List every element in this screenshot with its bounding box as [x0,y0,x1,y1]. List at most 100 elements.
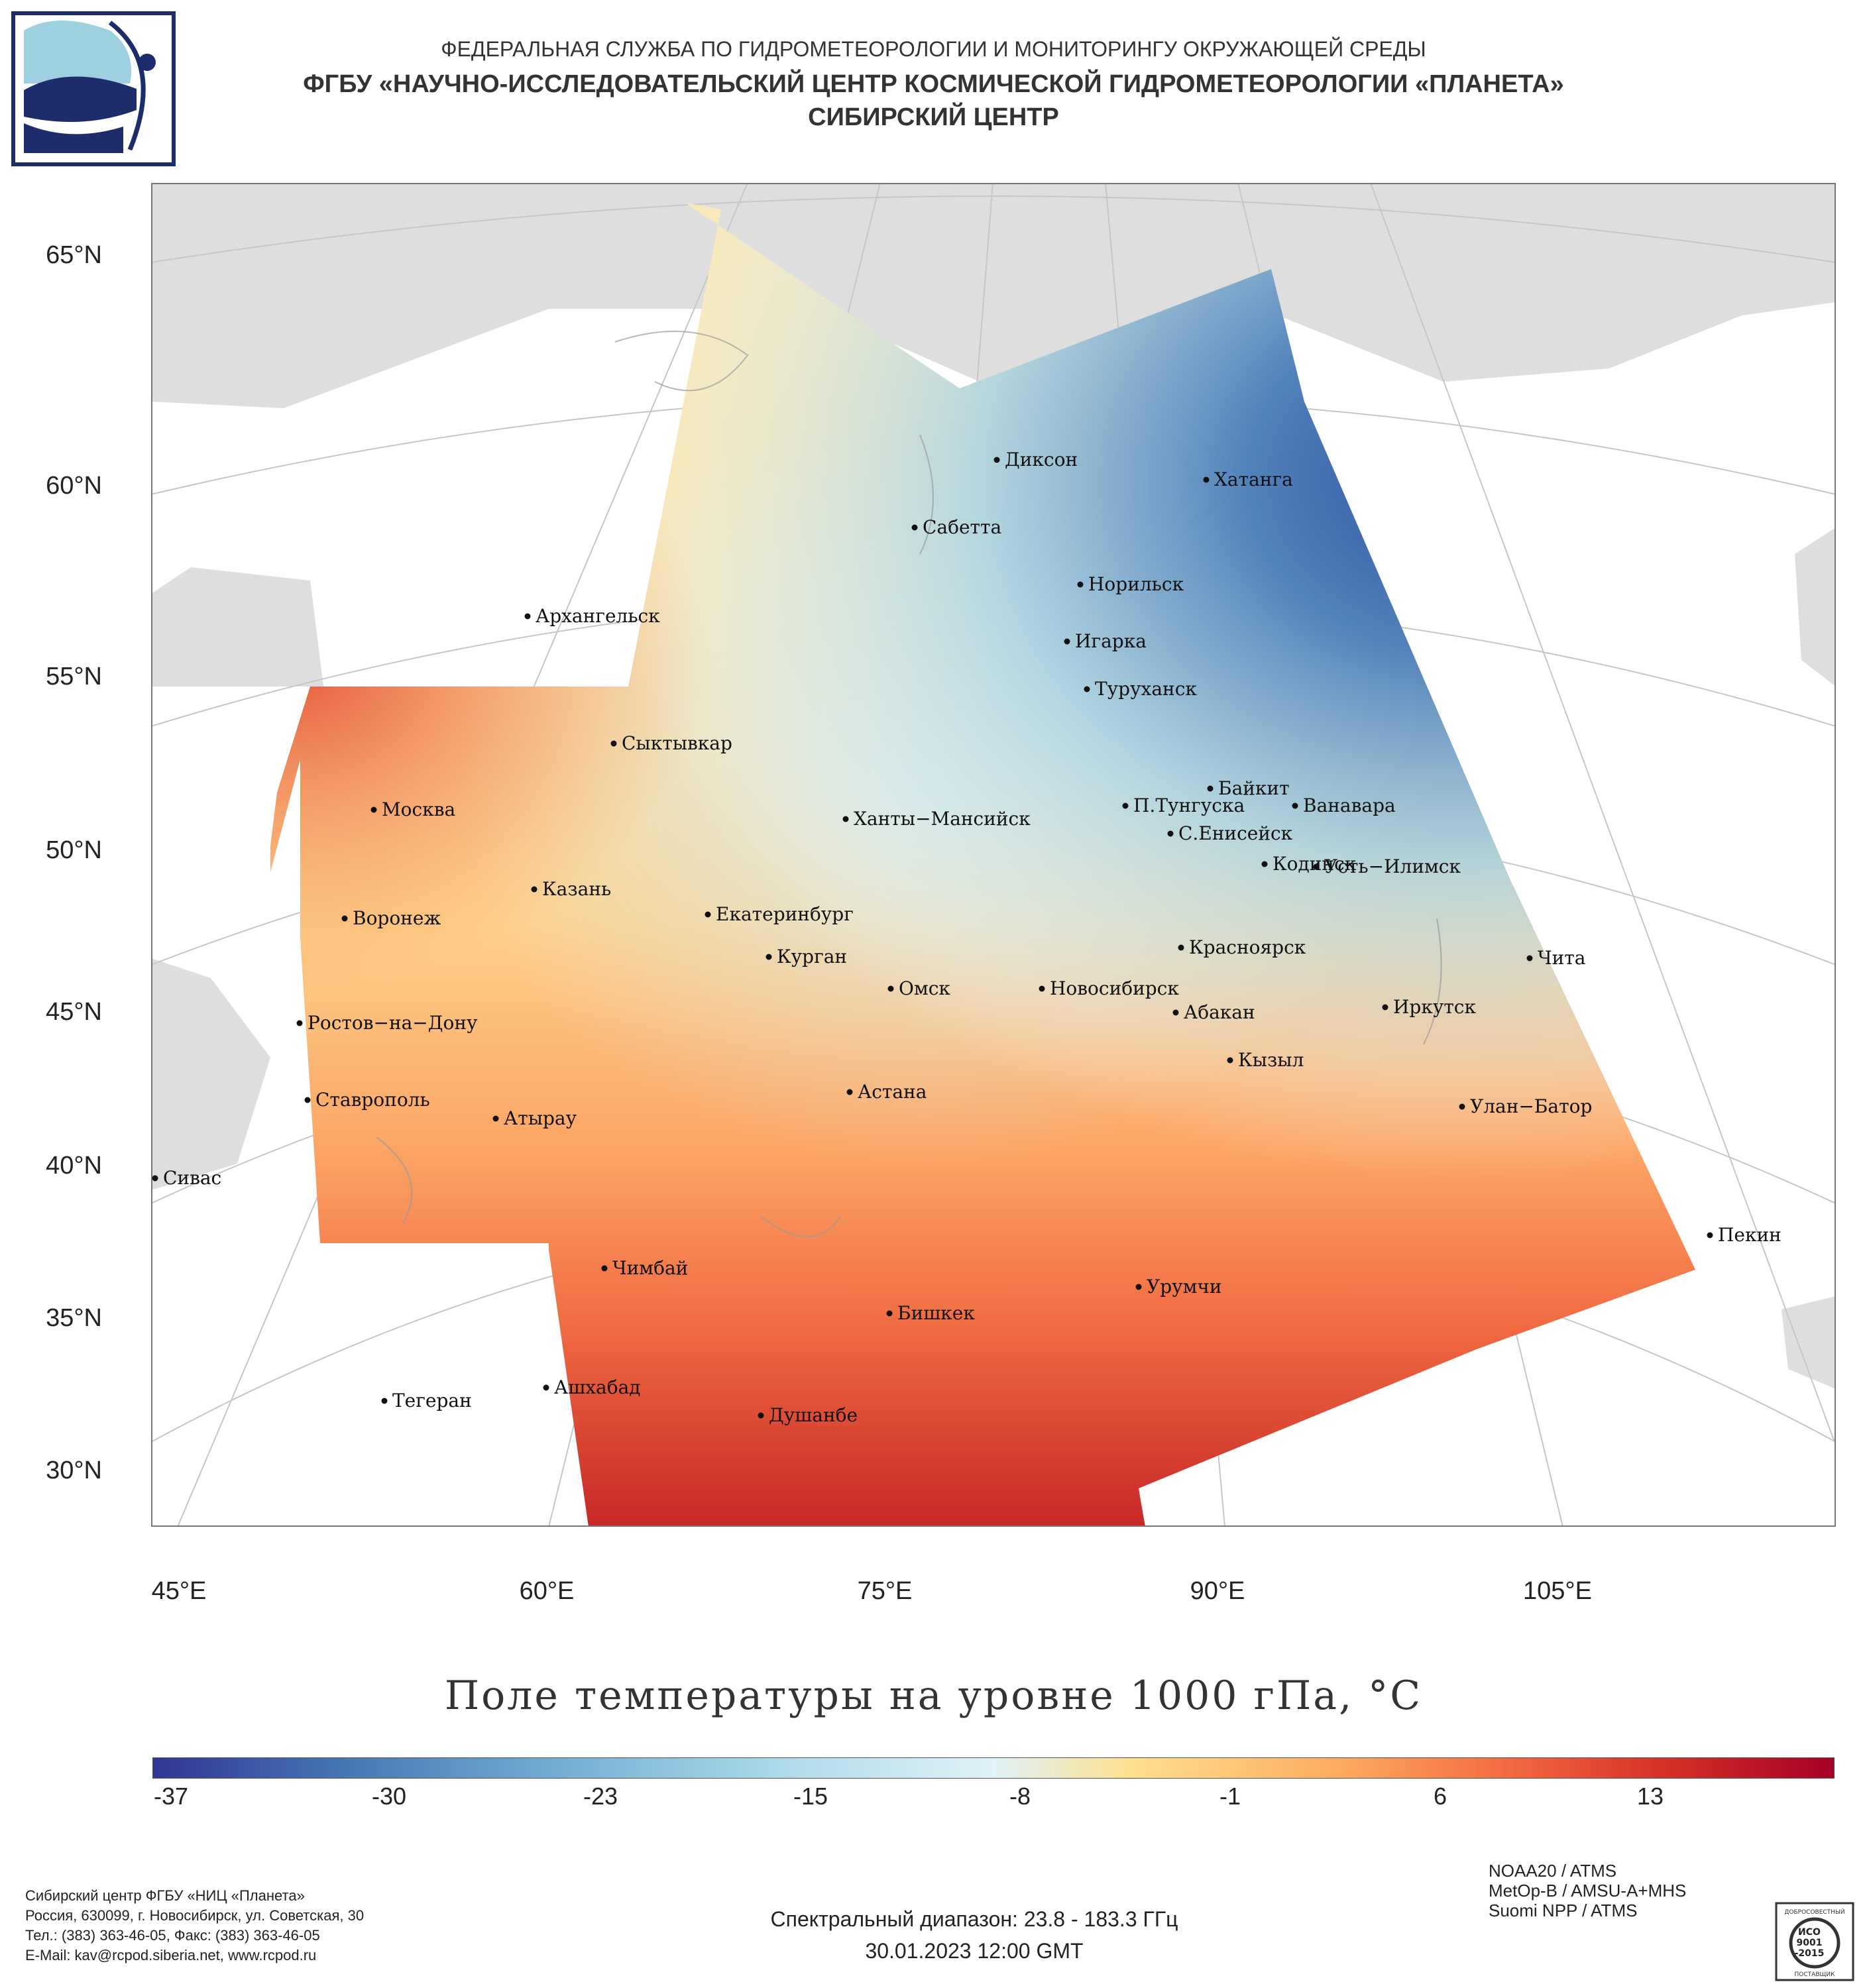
lat-label-65: 65°N [46,241,102,269]
city-marker: Улан−Батор [1459,1095,1592,1117]
city-dot [1084,686,1090,692]
city-dot [543,1384,549,1391]
city-label: Астана [858,1081,927,1103]
iso-certificate-badge: ДОБРОСОВЕСТНЫЙ ИСО 9001 -2015 ПОСТАВЩИК [1775,1902,1854,1981]
city-marker: Пекин [1707,1224,1782,1246]
colorbar-tick: -37 [153,1783,189,1810]
city-marker: Сивас [152,1167,221,1189]
city-marker: Чита [1526,947,1586,969]
city-dot [1203,476,1210,483]
city-label: Сивас [163,1167,221,1189]
city-marker: Абакан [1172,1001,1255,1023]
city-dot [531,886,537,893]
lat-label-55: 55°N [46,663,102,690]
city-dot [296,1020,303,1026]
city-dot [758,1412,764,1419]
city-marker: Новосибирск [1039,977,1179,999]
city-label: Екатеринбург [716,903,854,925]
city-dot [842,816,849,822]
city-marker: Кодинск [1261,853,1357,875]
city-label: Сабетта [923,516,1001,538]
map-title: Поле температуры на уровне 1000 гПа, °C [444,1673,1423,1719]
city-label: Ашхабад [554,1376,641,1398]
city-marker: Бишкек [886,1302,975,1324]
colorbar-tick: -30 [371,1783,407,1810]
satellite-list: NOAA20 / ATMS MetOp-B / AMSU-A+MHS Suomi… [1489,1861,1686,1920]
city-marker: Ханты−Мансийск [842,808,1031,830]
city-label: Казань [542,878,611,900]
city-label: Норильск [1088,573,1184,595]
city-dot [993,457,1000,463]
city-dot [1167,830,1174,837]
city-dot [1064,638,1070,645]
cert-9001: 9001 [1797,1938,1823,1948]
city-label: Ставрополь [315,1089,430,1111]
city-marker: Кызыл [1227,1049,1304,1071]
city-label: Чимбай [612,1257,688,1279]
city-marker: Курган [765,946,847,967]
contact-org: Сибирский центр ФГБУ «НИЦ «Планета» [25,1887,305,1904]
city-marker: Екатеринбург [705,903,854,925]
contact-info: Сибирский центр ФГБУ «НИЦ «Планета» Росс… [25,1886,364,1965]
spectral-range: Спектральный диапазон: 23.8 - 183.3 ГГц [770,1907,1178,1931]
lat-label-45: 45°N [46,998,102,1026]
lat-label-50: 50°N [46,836,102,864]
city-dot [1526,955,1533,962]
cert-bottom-text: ПОСТАВЩИК [1795,1971,1836,1978]
city-marker: П.Тунгуска [1122,795,1245,816]
city-label: Воронеж [353,907,441,929]
city-label: С.Енисейск [1178,822,1293,844]
city-dot [304,1097,311,1103]
city-label: Ростов−на−Дону [308,1012,478,1034]
city-label: Ванавара [1303,795,1396,816]
city-marker: Душанбе [758,1404,858,1426]
header-institute: ФГБУ «НАУЧНО-ИССЛЕДОВАТЕЛЬСКИЙ ЦЕНТР КОС… [303,70,1564,98]
city-dot [1227,1057,1233,1064]
city-label: Игарка [1075,630,1147,652]
city-dot [1122,802,1129,809]
city-label: Новосибирск [1050,977,1179,999]
city-label: Курган [777,946,847,967]
city-dot [1039,985,1045,992]
city-label: Пекин [1718,1224,1782,1246]
city-label: Омск [899,977,950,999]
lon-label-105: 105°E [1523,1577,1592,1605]
city-label: Урумчи [1147,1276,1222,1298]
city-label: Красноярск [1189,936,1306,958]
city-marker: Атырау [492,1107,577,1129]
city-dot [1292,802,1298,809]
colorbar-tick: 6 [1433,1783,1447,1810]
city-dot [524,613,531,620]
city-marker: Байкит [1207,777,1290,799]
city-marker: С.Енисейск [1167,822,1293,844]
city-label: Диксон [1005,449,1078,470]
observation-datetime: 30.01.2023 12:00 GMT [865,1939,1084,1963]
city-dot [886,1310,893,1317]
city-label: Атырау [504,1107,577,1129]
city-dot [1172,1009,1179,1016]
city-dot [1207,785,1214,792]
city-dot [1459,1103,1465,1110]
city-label: Москва [382,799,455,820]
city-marker: Красноярск [1178,936,1306,958]
city-marker: Урумчи [1135,1276,1222,1298]
city-marker: Ростов−на−Дону [296,1012,478,1034]
city-dot [610,740,617,747]
spectral-info: Спектральный диапазон: 23.8 - 183.3 ГГц … [722,1903,1226,1967]
city-label: Кызыл [1238,1049,1304,1071]
city-marker: Казань [531,878,611,900]
city-marker: Сыктывкар [610,732,732,754]
city-marker: Архангельск [524,605,660,627]
colorbar [152,1757,1835,1779]
contact-email[interactable]: E-Mail: kav@rcpod.siberia.net, www.rcpod… [25,1947,317,1963]
lon-label-75: 75°E [857,1577,913,1605]
city-dot [1707,1232,1713,1239]
city-dot [152,1175,158,1182]
lat-label-60: 60°N [46,472,102,500]
cert-top-text: ДОБРОСОВЕСТНЫЙ [1784,1908,1844,1916]
header-agency: ФЕДЕРАЛЬНАЯ СЛУЖБА ПО ГИДРОМЕТЕОРОЛОГИИ … [441,37,1426,61]
city-label: Душанбе [769,1404,858,1426]
header-center: СИБИРСКИЙ ЦЕНТР [808,103,1059,131]
colorbar-tick: -1 [1219,1783,1241,1810]
lon-label-60: 60°E [519,1577,575,1605]
